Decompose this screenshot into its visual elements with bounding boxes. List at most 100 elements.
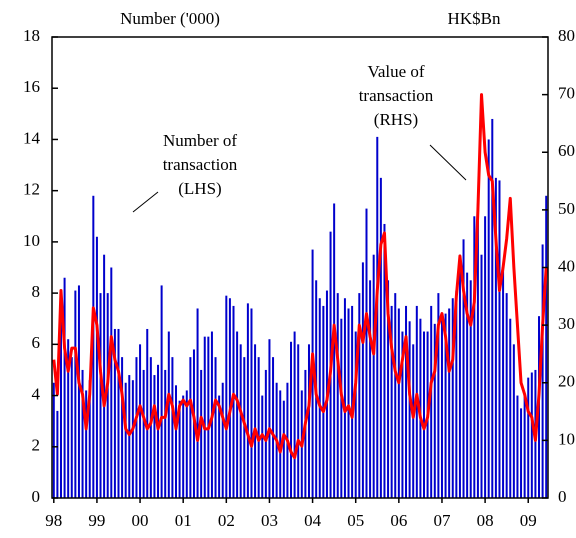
bar: [182, 395, 185, 498]
bar: [530, 372, 533, 498]
bar: [279, 390, 282, 498]
bar: [167, 331, 170, 498]
bar: [405, 305, 408, 498]
bar: [189, 357, 192, 498]
bar: [92, 195, 95, 499]
bar: [397, 308, 400, 498]
x-tick-label: 00: [132, 511, 149, 530]
bar: [239, 344, 242, 498]
bar: [372, 254, 375, 498]
bar: [322, 305, 325, 498]
bar: [272, 357, 275, 498]
bar: [408, 321, 411, 498]
bar: [254, 344, 257, 498]
bar: [469, 280, 472, 498]
annotation-pointer: [132, 191, 159, 213]
bar: [250, 308, 253, 498]
bar: [466, 272, 469, 498]
bar: [185, 390, 188, 498]
y2-tick-label: 80: [558, 26, 575, 45]
bar: [70, 357, 73, 498]
bar: [351, 305, 354, 498]
bar: [232, 305, 235, 498]
bar: [480, 254, 483, 498]
bar: [516, 395, 519, 498]
bar: [444, 313, 447, 498]
bar: [178, 400, 181, 498]
bar: [85, 390, 88, 498]
bar: [491, 118, 494, 498]
bar: [103, 254, 106, 498]
y2-tick-label: 30: [558, 314, 575, 333]
bar: [56, 410, 59, 498]
y2-tick-label: 0: [558, 487, 567, 506]
line: [52, 93, 548, 460]
bar: [160, 285, 163, 498]
bar: [74, 290, 77, 498]
bar: [379, 177, 382, 498]
bar: [376, 136, 379, 498]
bar: [394, 293, 397, 498]
bar: [505, 293, 508, 498]
bar: [383, 223, 386, 498]
bar: [257, 357, 260, 498]
bar: [113, 328, 116, 498]
bar: [343, 298, 346, 498]
x-tick-label: 04: [304, 511, 322, 530]
annotation: transaction: [359, 86, 434, 105]
bar: [110, 267, 113, 498]
bar: [128, 375, 131, 498]
bar: [203, 336, 206, 498]
y-tick-label: 10: [23, 231, 40, 250]
bar: [228, 298, 231, 498]
annotation-pointer: [429, 144, 467, 181]
x-tick-label: 07: [433, 511, 451, 530]
bar: [117, 328, 120, 498]
bar: [541, 244, 544, 498]
y2-tick-label: 10: [558, 429, 575, 448]
bar: [175, 385, 177, 498]
bar: [225, 295, 228, 498]
bar: [88, 380, 91, 498]
bar: [63, 277, 66, 498]
y2-tick-label: 40: [558, 256, 575, 275]
x-tick-label: 01: [175, 511, 192, 530]
bar: [333, 203, 336, 498]
bar: [121, 357, 124, 498]
bar: [304, 369, 307, 498]
y2-tick-label: 70: [558, 84, 575, 103]
bar: [135, 357, 138, 498]
y-tick-label: 0: [32, 487, 41, 506]
bar: [387, 280, 390, 498]
x-tick-label: 98: [45, 511, 62, 530]
bar: [268, 339, 271, 498]
bar: [412, 344, 415, 498]
bar: [498, 180, 501, 498]
bar: [218, 395, 221, 498]
y-tick-label: 16: [23, 77, 40, 96]
bar: [171, 357, 174, 498]
bar: [423, 331, 425, 498]
bar: [282, 400, 285, 498]
bar: [401, 331, 404, 498]
y2-tick-label: 60: [558, 141, 575, 160]
y-axis-label: Number ('000): [120, 9, 220, 28]
bar: [476, 203, 479, 498]
bar: [200, 369, 203, 498]
x-tick-label: 06: [390, 511, 407, 530]
bar: [448, 308, 451, 498]
bar: [149, 357, 152, 498]
bar: [365, 208, 368, 498]
x-tick-label: 08: [477, 511, 494, 530]
bar: [290, 341, 293, 498]
bar: [520, 408, 523, 498]
bar: [142, 369, 145, 498]
bar: [131, 380, 134, 498]
bar: [487, 139, 490, 498]
y-tick-label: 14: [23, 128, 41, 147]
bar: [153, 375, 156, 498]
bar: [361, 262, 364, 498]
y-tick-label: 4: [32, 384, 41, 403]
x-tick-label: 09: [520, 511, 537, 530]
